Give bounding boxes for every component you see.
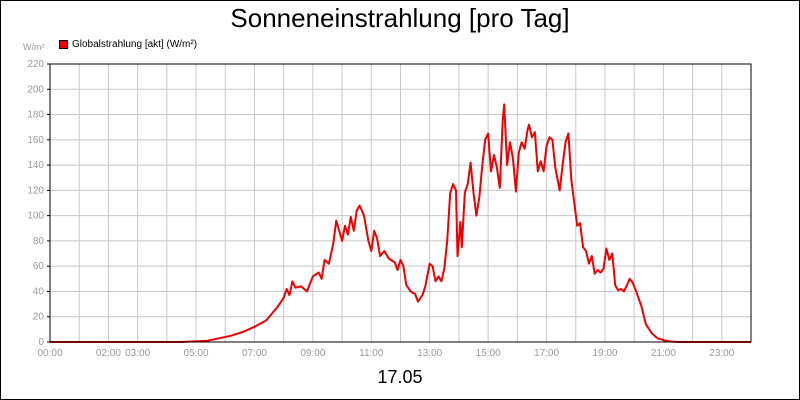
y-tick-label: 60 bbox=[33, 261, 45, 272]
y-tick-label: 220 bbox=[27, 59, 44, 70]
x-tick-label: 02:00 bbox=[96, 348, 121, 359]
x-tick-label: 19:00 bbox=[592, 348, 617, 359]
y-tick-label: 140 bbox=[27, 160, 44, 171]
x-tick-label: 09:00 bbox=[300, 348, 325, 359]
x-tick-label: 00:00 bbox=[37, 348, 62, 359]
plot-border bbox=[49, 63, 752, 343]
legend: Globalstrahlung [akt] (W/m²) bbox=[59, 39, 197, 50]
x-tick-label: 07:00 bbox=[242, 348, 267, 359]
y-tick-label: 160 bbox=[27, 135, 44, 146]
y-tick-label: 120 bbox=[27, 185, 44, 196]
legend-label: Globalstrahlung [akt] (W/m²) bbox=[72, 39, 198, 50]
y-axis-unit: W/m² bbox=[23, 42, 45, 52]
series-line bbox=[50, 103, 751, 343]
x-tick-label: 05:00 bbox=[184, 348, 209, 359]
chart-title: Sonneneinstrahlung [pro Tag] bbox=[230, 3, 570, 33]
x-tick-label: 15:00 bbox=[476, 348, 501, 359]
y-tick-label: 100 bbox=[27, 211, 44, 222]
y-tick-label: 20 bbox=[33, 312, 45, 323]
y-tick-label: 80 bbox=[33, 236, 45, 247]
x-tick-label: 23:00 bbox=[709, 348, 734, 359]
y-tick-label: 0 bbox=[38, 337, 44, 348]
x-axis-date-label: 17.05 bbox=[377, 367, 423, 387]
x-tick-label: 21:00 bbox=[651, 348, 676, 359]
legend-swatch bbox=[59, 40, 68, 49]
x-tick-label: 17:00 bbox=[534, 348, 559, 359]
x-tick-label: 13:00 bbox=[417, 348, 442, 359]
x-tick-label: 11:00 bbox=[359, 348, 384, 359]
y-tick-label: 180 bbox=[27, 110, 44, 121]
x-tick-label: 03:00 bbox=[125, 348, 150, 359]
y-tick-label: 40 bbox=[33, 286, 45, 297]
y-tick-label: 200 bbox=[27, 84, 44, 95]
